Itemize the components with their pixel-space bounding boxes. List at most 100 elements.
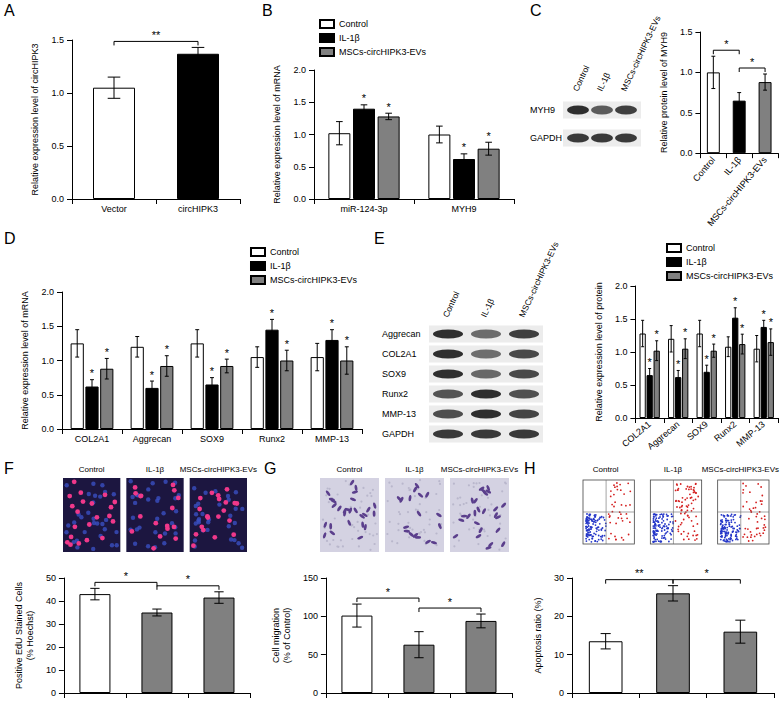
svg-text:0.5: 0.5 — [680, 108, 693, 118]
svg-text:circHIPK3: circHIPK3 — [178, 204, 218, 214]
svg-text:E: E — [374, 230, 385, 247]
svg-text:Control: Control — [571, 64, 592, 93]
svg-text:Positive EdU Stained Cells: Positive EdU Stained Cells — [14, 581, 24, 689]
svg-text:1.5: 1.5 — [680, 27, 693, 37]
svg-text:MSCs-circHIPK3-EVs: MSCs-circHIPK3-EVs — [702, 465, 779, 474]
svg-text:MSCs-circHIPK3-EVs: MSCs-circHIPK3-EVs — [517, 240, 561, 319]
svg-text:0.0: 0.0 — [51, 194, 64, 204]
svg-text:0.5: 0.5 — [615, 380, 628, 390]
svg-text:SOX9: SOX9 — [200, 434, 224, 444]
svg-text:*: * — [150, 369, 155, 381]
svg-text:1.0: 1.0 — [51, 88, 64, 98]
svg-text:*: * — [345, 334, 350, 346]
svg-text:50: 50 — [46, 573, 56, 583]
svg-text:Runx2: Runx2 — [382, 389, 408, 399]
svg-text:MSCs-circHIPK3-EVs: MSCs-circHIPK3-EVs — [270, 275, 358, 285]
svg-text:0: 0 — [313, 688, 318, 698]
svg-text:Apoptosis ratio (%): Apoptosis ratio (%) — [533, 597, 543, 673]
svg-text:0: 0 — [559, 688, 564, 698]
svg-text:C: C — [530, 2, 542, 19]
svg-text:B: B — [262, 2, 273, 19]
svg-text:*: * — [733, 295, 738, 307]
svg-text:(% Hoechst): (% Hoechst) — [25, 611, 35, 661]
svg-text:Control: Control — [441, 290, 462, 319]
svg-text:1.0: 1.0 — [615, 347, 628, 357]
svg-text:**: ** — [635, 567, 644, 579]
svg-text:*: * — [705, 567, 710, 579]
svg-text:100: 100 — [303, 611, 318, 621]
svg-text:Control: Control — [339, 19, 368, 29]
svg-text:2.0: 2.0 — [615, 281, 628, 291]
svg-text:Relative protein level of MYH9: Relative protein level of MYH9 — [659, 32, 669, 153]
svg-text:30: 30 — [554, 573, 564, 583]
svg-text:0: 0 — [51, 688, 56, 698]
svg-text:1.0: 1.0 — [41, 356, 54, 366]
svg-text:MSCs-circHIPK3-EVs: MSCs-circHIPK3-EVs — [686, 271, 774, 281]
svg-text:MSCs-circHIPK3-EVs: MSCs-circHIPK3-EVs — [441, 465, 518, 474]
svg-text:IL-1β: IL-1β — [479, 297, 496, 319]
svg-text:(% of Control): (% of Control) — [282, 608, 292, 664]
svg-text:*: * — [712, 332, 717, 344]
svg-text:MSCs-circHIPK3-EVs: MSCs-circHIPK3-EVs — [619, 14, 663, 93]
svg-text:IL-1β: IL-1β — [664, 465, 683, 474]
svg-text:0.0: 0.0 — [293, 194, 306, 204]
svg-text:A: A — [4, 2, 15, 19]
svg-text:10: 10 — [554, 650, 564, 660]
svg-text:*: * — [448, 596, 453, 608]
svg-text:*: * — [90, 367, 95, 379]
svg-text:*: * — [724, 38, 729, 50]
svg-text:MYH9: MYH9 — [451, 204, 476, 214]
svg-text:50: 50 — [308, 650, 318, 660]
svg-text:Control: Control — [691, 155, 717, 184]
svg-text:Control: Control — [686, 243, 715, 253]
svg-text:IL-1β: IL-1β — [722, 155, 743, 177]
svg-text:*: * — [165, 343, 170, 355]
svg-text:miR-124-3p: miR-124-3p — [340, 204, 387, 214]
svg-text:MSCs-circHIPK3-EVs: MSCs-circHIPK3-EVs — [339, 47, 427, 57]
svg-text:1.5: 1.5 — [615, 314, 628, 324]
svg-text:MSCs-circHIPK3-EVs: MSCs-circHIPK3-EVs — [705, 155, 769, 228]
svg-text:0.5: 0.5 — [41, 390, 54, 400]
svg-text:0.0: 0.0 — [41, 424, 54, 434]
svg-text:SOX9: SOX9 — [685, 419, 710, 442]
svg-text:MSCs-circHIPK3-EVs: MSCs-circHIPK3-EVs — [180, 465, 257, 474]
svg-text:*: * — [648, 356, 653, 368]
svg-text:F: F — [4, 460, 14, 477]
svg-text:IL-1β: IL-1β — [686, 257, 707, 267]
svg-text:COL2A1: COL2A1 — [382, 349, 417, 359]
svg-text:0.5: 0.5 — [293, 162, 306, 172]
svg-text:*: * — [750, 56, 755, 68]
svg-text:Control: Control — [270, 247, 299, 257]
svg-text:IL-1β: IL-1β — [339, 33, 360, 43]
svg-text:*: * — [486, 130, 491, 142]
svg-text:Relative expression level of c: Relative expression level of circHIPK3 — [30, 43, 40, 195]
svg-text:*: * — [740, 322, 745, 334]
svg-text:Vector: Vector — [101, 204, 127, 214]
svg-text:Aggrecan: Aggrecan — [133, 434, 172, 444]
svg-text:*: * — [769, 316, 774, 328]
svg-text:1.5: 1.5 — [41, 321, 54, 331]
svg-text:*: * — [676, 358, 681, 370]
svg-text:*: * — [362, 92, 367, 104]
svg-text:MMP-13: MMP-13 — [315, 434, 349, 444]
svg-text:40: 40 — [46, 596, 56, 606]
svg-text:Aggrecan: Aggrecan — [645, 419, 681, 451]
svg-text:Cell migration: Cell migration — [271, 608, 281, 663]
svg-text:COL2A1: COL2A1 — [75, 434, 110, 444]
svg-text:Aggrecan: Aggrecan — [382, 329, 421, 339]
svg-text:1.0: 1.0 — [293, 130, 306, 140]
svg-text:G: G — [264, 460, 276, 477]
svg-text:Runx2: Runx2 — [259, 434, 285, 444]
svg-text:GAPDH: GAPDH — [382, 429, 414, 439]
svg-text:MYH9: MYH9 — [530, 105, 555, 115]
svg-text:*: * — [270, 307, 275, 319]
svg-text:0.5: 0.5 — [51, 141, 64, 151]
svg-text:*: * — [186, 573, 191, 585]
svg-text:MMP-13: MMP-13 — [382, 409, 416, 419]
svg-text:GAPDH: GAPDH — [530, 133, 562, 143]
svg-text:1.5: 1.5 — [51, 35, 64, 45]
svg-text:*: * — [285, 338, 290, 350]
svg-text:0.0: 0.0 — [615, 413, 628, 423]
svg-text:Relative expression level of p: Relative expression level of protein — [594, 282, 604, 422]
svg-text:**: ** — [152, 29, 161, 41]
